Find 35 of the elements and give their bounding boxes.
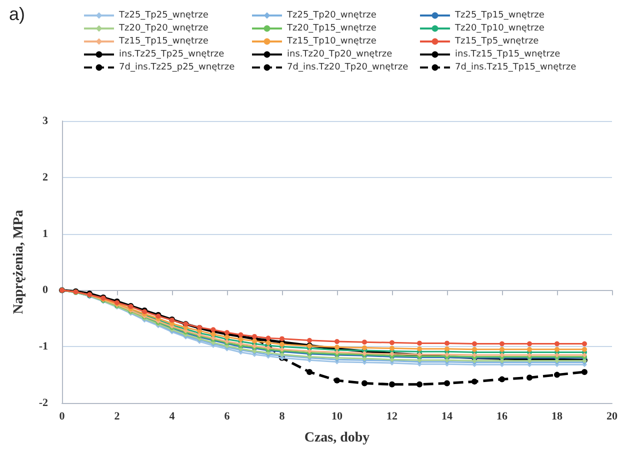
- x-tick-label: 0: [59, 410, 66, 422]
- y-axis-title: Naprężenia, MPa: [12, 210, 26, 314]
- y-tick-label: 1: [42, 228, 48, 240]
- legend-label: ins.Tz20_Tp20_wnętrze: [287, 50, 393, 60]
- legend-label: 7d_ins.Tz20_Tp20_wnętrze: [287, 62, 409, 72]
- legend-label: Tz20_Tp10_wnętrze: [454, 24, 545, 34]
- legend-label: 7d_ins.Tz15_Tp15_wnętrze: [455, 62, 577, 72]
- x-tick-label: 12: [386, 410, 398, 422]
- legend-label: ins.Tz15_Tp15_wnętrze: [455, 50, 561, 60]
- x-tick-label: 18: [552, 410, 563, 422]
- x-tick-label: 10: [332, 410, 343, 422]
- y-tick-label: -2: [38, 397, 48, 409]
- x-axis-title: Czas, doby: [304, 430, 370, 446]
- legend-label: 7d_ins.Tz25_p25_wnętrze: [119, 62, 236, 72]
- legend-label: Tz15_Tp5_wnętrze: [454, 36, 540, 46]
- legend-label: Tz25_Tp25_wnętrze: [118, 10, 209, 20]
- legend-label: ins.Tz25_Tp25_wnętrze: [119, 50, 225, 60]
- x-tick-label: 14: [442, 410, 453, 422]
- x-tick-label: 6: [224, 410, 230, 422]
- legend-label: Tz15_Tp15_wnętrze: [118, 36, 209, 46]
- y-tick-label: -1: [38, 340, 48, 353]
- x-tick-label: 4: [169, 410, 176, 422]
- x-tick-label: 16: [496, 410, 508, 422]
- legend-label: Tz20_Tp15_wnętrze: [286, 24, 377, 34]
- y-tick-label: 3: [42, 115, 48, 127]
- x-tick-label: 20: [606, 410, 618, 422]
- legend-label: Tz25_Tp15_wnętrze: [454, 10, 545, 20]
- legend-label: Tz25_Tp20_wnętrze: [286, 10, 377, 20]
- y-tick-label: 0: [42, 284, 48, 296]
- chart-title: a): [9, 4, 26, 24]
- legend-label: Tz20_Tp20_wnętrze: [118, 24, 209, 34]
- x-tick-label: 8: [279, 410, 286, 422]
- y-tick-label: 2: [42, 171, 48, 184]
- x-tick-label: 2: [114, 410, 120, 422]
- legend-label: Tz15_Tp10_wnętrze: [286, 36, 377, 46]
